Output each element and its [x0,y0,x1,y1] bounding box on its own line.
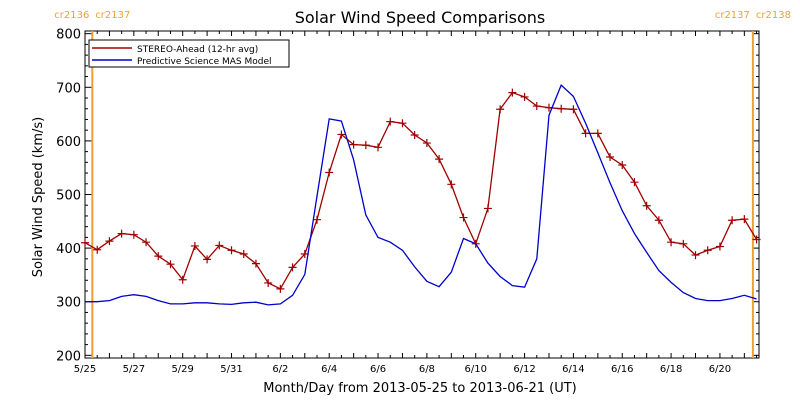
series-1-point [569,105,578,114]
series-1-point [715,242,724,251]
series-1-point [215,241,224,250]
series-1-point [459,213,468,222]
series-1-point [520,92,529,101]
x-tick-label: 5/25 [74,364,96,375]
series-1-point [447,180,456,189]
series-line-2 [85,83,757,306]
rotation-label-left: cr2137 [715,10,750,21]
x-axis-label: Month/Day from 2013-05-25 to 2013-06-21 … [263,381,576,396]
legend-label: Predictive Science MAS Model [137,57,272,67]
y-tick-label: 500 [56,189,81,204]
series-1-point [288,263,297,272]
rotation-markers-layer: cr2136 cr2137 cr2137 cr2138 [54,10,791,358]
x-tick-label: 6/4 [321,364,337,375]
series-1-point [93,245,102,254]
series-1-point [129,230,138,239]
x-tick-label: 6/10 [464,364,486,375]
series-1-point [642,201,651,210]
series-1-point [386,117,395,126]
series-1-point [557,104,566,113]
series-1-point [508,88,517,97]
x-tick-label: 5/27 [123,364,145,375]
series-1-point [593,129,602,138]
series-1-point [337,130,346,139]
y-tick-label: 800 [56,28,81,43]
series-line-1 [84,91,758,290]
series-1-point [105,237,114,246]
series-1-point [166,260,175,269]
plot-frame [84,30,760,359]
series-1-point [703,246,712,255]
series-1-point [239,250,248,259]
series-1-point [203,255,212,264]
series-1-point [361,141,370,150]
y-axis-label: Solar Wind Speed (km/s) [31,117,46,277]
chart-title: Solar Wind Speed Comparisons [295,8,546,27]
legend-label: STEREO-Ahead (12-hr avg) [137,45,258,55]
legend-box [88,39,290,68]
series-1-point [398,119,407,128]
series-1-point [483,204,492,213]
y-tick-label: 300 [56,296,81,311]
series-1-point [496,105,505,114]
series-1-point [679,239,688,248]
series-1-point [618,161,627,170]
x-tick-label: 6/16 [611,364,633,375]
y-tick-label: 700 [56,81,81,96]
series-1-point [410,130,419,139]
series-1-point [81,238,89,247]
series-1-point [435,155,444,164]
series-1-point [117,229,126,238]
series-1-point [667,238,676,247]
axes-layer: 200 300 400 500 600 700 800 5/25 5/27 5/29 5/31 6/2… [56,28,760,375]
series-1-point [276,284,285,293]
y-tick-label: 200 [56,349,81,364]
rotation-label-right: cr2137 [95,10,130,21]
x-tick-label: 6/2 [272,364,288,375]
series-1-point [312,215,321,224]
series-1-point [154,252,163,261]
x-tick-label: 6/20 [709,364,731,375]
series-1-point [654,216,663,225]
x-tick-label: 6/14 [562,364,584,375]
series-1-point [264,278,273,287]
series-1-point [422,139,431,148]
y-tick-label: 600 [56,135,81,150]
x-tick-label: 6/8 [419,364,435,375]
series-1-point [190,241,199,250]
y-tick-label: 400 [56,242,81,257]
series-1-point [606,152,615,161]
rotation-label-left: cr2136 [54,10,89,21]
legend: STEREO-Ahead (12-hr avg) Predictive Scien… [88,39,290,68]
series-1-point [630,178,639,187]
x-tick-label: 5/29 [171,364,193,375]
rotation-label-right: cr2138 [756,10,791,21]
series-1-point [251,259,260,268]
series-1-point [581,129,590,138]
series-1-point [349,140,358,149]
series-1-point [728,216,737,225]
series-1-point [691,251,700,260]
series-layer [81,83,761,306]
series-1-point [752,235,761,244]
x-tick-label: 5/31 [220,364,242,375]
series-1-point [227,246,236,255]
x-tick-label: 6/12 [513,364,535,375]
x-tick-label: 6/6 [370,364,386,375]
series-1-point [178,275,187,284]
series-1-point [374,143,383,152]
series-1-point [325,168,334,177]
series-1-point [740,215,749,224]
series-1-point [532,102,541,111]
x-tick-label: 6/18 [660,364,682,375]
series-1-point [142,238,151,247]
